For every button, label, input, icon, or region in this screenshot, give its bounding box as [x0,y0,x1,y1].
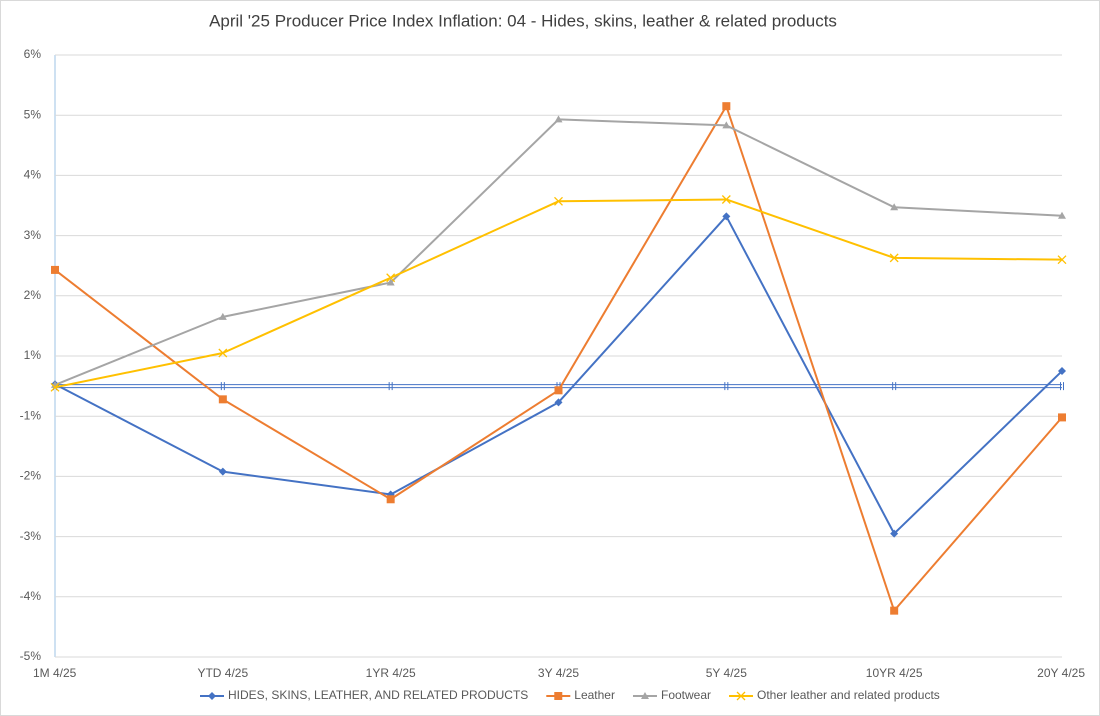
legend-label: Other leather and related products [757,688,940,702]
marker [722,212,731,221]
y-tick-label: 2% [24,288,42,302]
marker [554,398,563,407]
marker [51,265,59,274]
marker [386,495,395,504]
x-tick-label: 1M 4/25 [33,666,77,680]
legend-label: Footwear [661,688,711,702]
marker [722,121,731,129]
legend-marker [208,692,216,700]
marker [386,278,395,286]
legend-label: Leather [574,688,615,702]
marker [890,529,899,538]
x-tick-label: 1YR 4/25 [366,666,416,680]
marker [1058,211,1066,219]
legend-label: HIDES, SKINS, LEATHER, AND RELATED PRODU… [228,688,528,702]
x-tick-label: 5Y 4/25 [706,666,747,680]
x-tick-label: YTD 4/25 [197,666,248,680]
y-tick-label: 6% [24,47,42,61]
marker [1057,255,1067,265]
marker [218,312,227,320]
y-tick-label: 4% [24,168,42,182]
marker [386,273,396,283]
marker [50,382,60,392]
x-tick-label: 10YR 4/25 [866,666,923,680]
y-tick-label: -1% [20,408,42,422]
legend-marker [640,692,649,699]
chart-title: April '25 Producer Price Index Inflation… [209,11,837,30]
marker [721,195,731,204]
marker [554,115,563,123]
y-tick-label: -5% [20,649,42,663]
legend-marker [736,691,746,701]
marker [890,606,899,615]
marker [722,102,731,111]
y-tick-label: 5% [24,107,42,121]
marker [218,467,227,476]
y-tick-label: 1% [24,348,42,362]
y-tick-label: 3% [24,228,42,242]
marker [218,348,228,358]
y-tick-label: -3% [20,529,42,543]
y-tick-label: -4% [20,589,42,603]
marker [1058,413,1066,422]
marker [218,395,227,404]
legend-marker [554,692,563,700]
marker [890,203,899,211]
x-tick-label: 3Y 4/25 [538,666,579,680]
x-tick-label: 20Y 4/25 [1037,666,1085,680]
marker [1058,367,1066,376]
marker [554,196,563,206]
marker [889,253,899,263]
y-tick-label: -2% [20,469,42,483]
marker [554,386,563,395]
